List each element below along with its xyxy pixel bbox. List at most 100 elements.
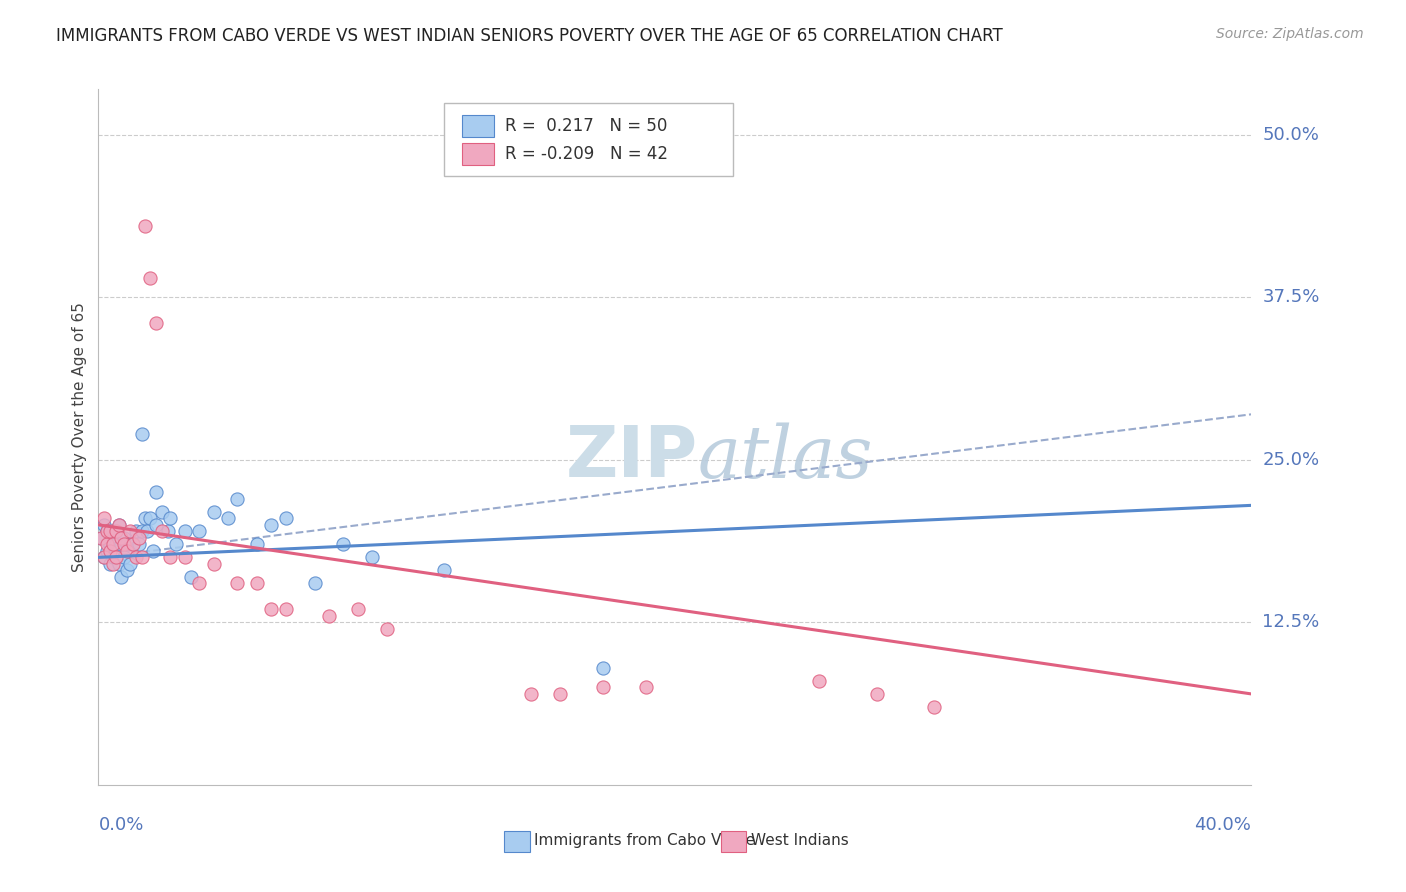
Point: [246, 537, 269, 551]
FancyBboxPatch shape: [444, 103, 733, 177]
Point: [134, 511, 156, 525]
Point: [122, 537, 145, 551]
Point: [101, 524, 124, 539]
Point: [112, 531, 135, 545]
Point: [93, 511, 115, 525]
Point: [165, 537, 187, 551]
Point: [332, 537, 354, 551]
Point: [202, 505, 225, 519]
Point: [101, 537, 124, 551]
Point: [98, 537, 121, 551]
Point: [159, 550, 181, 565]
Point: [104, 544, 127, 558]
Point: [90, 531, 112, 545]
Point: [131, 550, 153, 565]
Text: 25.0%: 25.0%: [1263, 450, 1320, 469]
Point: [304, 576, 326, 591]
Point: [260, 602, 283, 616]
Point: [131, 426, 153, 441]
Point: [217, 511, 239, 525]
Text: R =  0.217   N = 50: R = 0.217 N = 50: [505, 117, 668, 135]
Text: ZIP: ZIP: [565, 424, 697, 492]
Point: [636, 681, 658, 695]
Point: [202, 557, 225, 571]
Point: [107, 517, 129, 532]
Text: R = -0.209   N = 42: R = -0.209 N = 42: [505, 145, 668, 163]
Point: [520, 687, 543, 701]
Point: [225, 576, 247, 591]
Point: [246, 576, 269, 591]
Point: [120, 537, 142, 551]
Point: [125, 550, 148, 565]
Point: [433, 563, 456, 577]
Point: [93, 550, 115, 565]
Point: [592, 681, 614, 695]
Point: [188, 576, 211, 591]
Point: [117, 563, 139, 577]
Point: [128, 537, 150, 551]
Text: Immigrants from Cabo Verde: Immigrants from Cabo Verde: [534, 833, 755, 848]
Text: 0.0%: 0.0%: [98, 815, 143, 833]
Point: [107, 517, 129, 532]
Point: [274, 602, 297, 616]
Point: [112, 537, 135, 551]
Point: [107, 557, 129, 571]
Point: [139, 511, 162, 525]
Text: 50.0%: 50.0%: [1263, 126, 1319, 144]
Point: [98, 557, 121, 571]
Point: [110, 570, 132, 584]
Point: [122, 537, 145, 551]
Point: [924, 700, 946, 714]
Point: [174, 550, 197, 565]
Bar: [461, 115, 494, 137]
Point: [96, 524, 118, 539]
Point: [150, 505, 173, 519]
Bar: [461, 143, 494, 165]
Point: [274, 511, 297, 525]
Bar: [505, 830, 530, 852]
Point: [136, 524, 159, 539]
Point: [361, 550, 384, 565]
Point: [808, 673, 831, 688]
Point: [180, 570, 202, 584]
Point: [117, 537, 139, 551]
Point: [866, 687, 889, 701]
Point: [101, 550, 124, 565]
Point: [318, 608, 340, 623]
Point: [101, 557, 124, 571]
Text: IMMIGRANTS FROM CABO VERDE VS WEST INDIAN SENIORS POVERTY OVER THE AGE OF 65 COR: IMMIGRANTS FROM CABO VERDE VS WEST INDIA…: [56, 27, 1002, 45]
Bar: [721, 830, 747, 852]
Point: [90, 531, 112, 545]
Point: [145, 485, 167, 500]
Point: [592, 661, 614, 675]
Point: [93, 517, 115, 532]
Point: [548, 687, 571, 701]
Point: [188, 524, 211, 539]
Point: [125, 524, 148, 539]
Point: [375, 622, 398, 636]
Point: [117, 544, 139, 558]
Point: [120, 524, 142, 539]
Point: [145, 316, 167, 330]
Text: atlas: atlas: [697, 423, 873, 493]
Point: [98, 544, 121, 558]
Point: [174, 524, 197, 539]
Point: [110, 537, 132, 551]
Point: [142, 544, 165, 558]
Text: Source: ZipAtlas.com: Source: ZipAtlas.com: [1216, 27, 1364, 41]
Point: [128, 531, 150, 545]
Point: [150, 524, 173, 539]
Point: [104, 524, 127, 539]
Point: [104, 537, 127, 551]
Point: [159, 511, 181, 525]
Point: [96, 537, 118, 551]
Text: 37.5%: 37.5%: [1263, 288, 1320, 306]
Point: [110, 531, 132, 545]
Point: [225, 491, 247, 506]
Point: [96, 544, 118, 558]
Point: [260, 517, 283, 532]
Point: [96, 524, 118, 539]
Point: [139, 270, 162, 285]
Point: [131, 524, 153, 539]
Point: [120, 557, 142, 571]
